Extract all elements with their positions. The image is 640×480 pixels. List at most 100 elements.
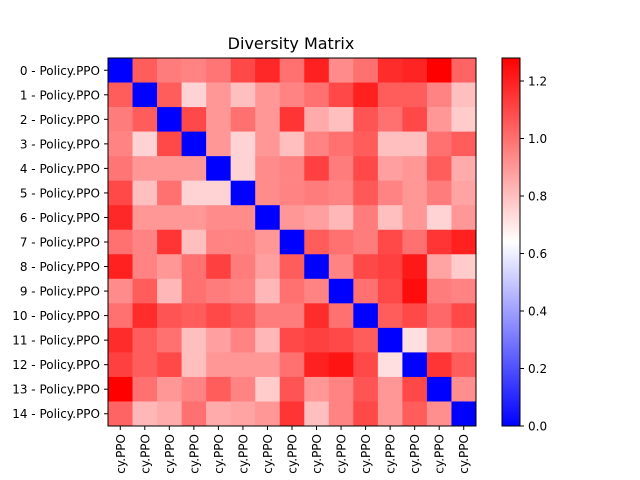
heatmap-cell (230, 180, 256, 206)
heatmap-cell (206, 131, 231, 157)
heatmap-cell (255, 401, 281, 427)
heatmap-cell (304, 303, 330, 329)
heatmap-cell (279, 401, 305, 427)
heatmap-cell (206, 352, 231, 378)
heatmap-cell (255, 278, 281, 304)
heatmap-cell (157, 401, 182, 427)
column-label: cy.PPO (457, 434, 471, 474)
heatmap-cell (255, 180, 281, 206)
heatmap-cell (402, 303, 428, 329)
heatmap-cell (426, 401, 452, 427)
heatmap-cell (426, 180, 452, 206)
heatmap-cell (230, 254, 256, 280)
heatmap-cell (230, 376, 256, 402)
heatmap-cell (230, 303, 256, 329)
heatmap-cell (132, 58, 158, 83)
colorbar-tick-label: 0.8 (528, 190, 547, 204)
column-label: cy.PPO (187, 434, 201, 474)
heatmap-cell (402, 229, 428, 255)
heatmap-cell (181, 401, 207, 427)
heatmap-cell (255, 156, 281, 181)
heatmap-cell (402, 180, 428, 206)
heatmap-cell (451, 229, 477, 255)
heatmap-cell (426, 376, 452, 402)
heatmap-cell (157, 107, 182, 132)
heatmap-cell (206, 278, 231, 304)
heatmap-cell (132, 254, 158, 280)
heatmap-cell (377, 327, 403, 353)
heatmap-cell (402, 352, 428, 378)
heatmap-cell (255, 303, 281, 329)
heatmap-cell (377, 107, 403, 132)
heatmap-cell (230, 131, 256, 157)
heatmap-cell (426, 58, 452, 83)
heatmap-cell (157, 180, 182, 206)
heatmap-cell (206, 401, 231, 427)
heatmap-cell (377, 376, 403, 402)
heatmap-cell (157, 278, 182, 304)
heatmap-cell (451, 401, 477, 427)
heatmap-cell (304, 107, 330, 132)
heatmap-cell (328, 278, 354, 304)
heatmap-cell (328, 327, 354, 353)
heatmap-cell (157, 131, 182, 157)
heatmap-cell (426, 278, 452, 304)
heatmap-cell (132, 401, 158, 427)
row-label: 7 - Policy.PPO (20, 236, 100, 250)
heatmap-cell (132, 131, 158, 157)
heatmap-cell (132, 156, 158, 181)
heatmap-cell (279, 82, 305, 108)
heatmap-cell (206, 327, 231, 353)
heatmap-cell (206, 58, 231, 83)
column-label: cy.PPO (163, 434, 177, 474)
heatmap-cell (108, 58, 133, 83)
column-label: cy.PPO (433, 434, 447, 474)
heatmap-cell (304, 376, 330, 402)
heatmap-cell (426, 327, 452, 353)
heatmap-cell (304, 401, 330, 427)
heatmap-cell (230, 278, 256, 304)
heatmap-cell (181, 58, 207, 83)
heatmap-cell (304, 131, 330, 157)
colorbar (501, 57, 521, 427)
heatmap-cell (328, 131, 354, 157)
heatmap-cell (181, 278, 207, 304)
heatmap-cell (279, 180, 305, 206)
row-label: 1 - Policy.PPO (20, 88, 100, 102)
heatmap-cell (157, 254, 182, 280)
heatmap-cell (402, 327, 428, 353)
heatmap-cell (353, 401, 379, 427)
heatmap-cell (108, 254, 133, 280)
heatmap-cell (181, 82, 207, 108)
heatmap-cell (377, 303, 403, 329)
heatmap-cell (426, 352, 452, 378)
heatmap-cell (328, 303, 354, 329)
heatmap-cell (132, 82, 158, 108)
heatmap-cell (304, 82, 330, 108)
heatmap-cell (377, 156, 403, 181)
heatmap-cell (426, 254, 452, 280)
heatmap-cell (304, 229, 330, 255)
row-label: 6 - Policy.PPO (20, 211, 100, 225)
heatmap-cell (377, 254, 403, 280)
heatmap-cell (328, 376, 354, 402)
heatmap-cell (353, 156, 379, 181)
heatmap-cell (377, 401, 403, 427)
heatmap-cell (230, 352, 256, 378)
heatmap-cell (279, 156, 305, 181)
heatmap-cell (108, 107, 133, 132)
heatmap-cell (304, 156, 330, 181)
heatmap-cell (328, 107, 354, 132)
heatmap-cell (304, 327, 330, 353)
heatmap-cell (426, 107, 452, 132)
column-label: cy.PPO (236, 434, 250, 474)
heatmap-cell (279, 352, 305, 378)
heatmap-cell (230, 229, 256, 255)
heatmap-cell (181, 376, 207, 402)
heatmap-cell (255, 205, 281, 231)
heatmap-cell (255, 82, 281, 108)
heatmap-cell (328, 156, 354, 181)
heatmap-cell (328, 180, 354, 206)
column-label: cy.PPO (384, 434, 398, 474)
heatmap-cell (402, 156, 428, 181)
